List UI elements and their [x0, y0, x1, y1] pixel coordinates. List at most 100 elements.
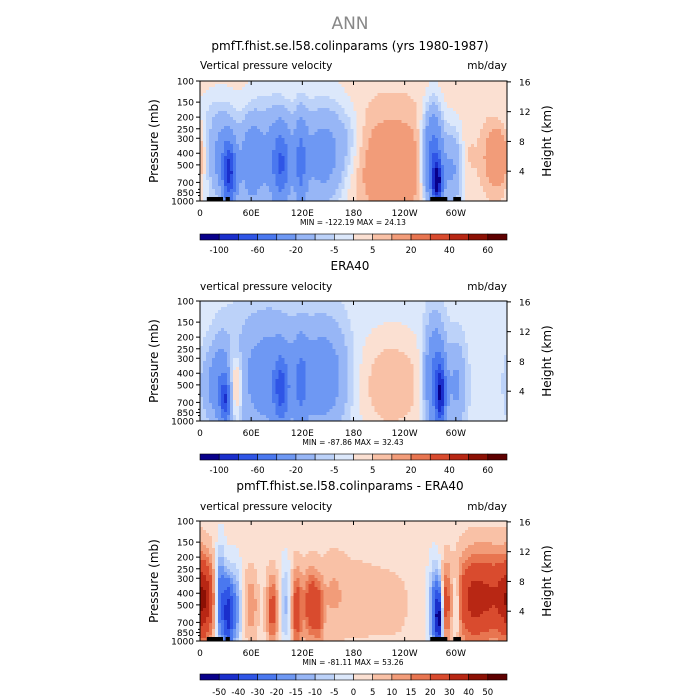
- contour-cell: [233, 108, 237, 112]
- contour-cell: [257, 135, 261, 139]
- contour-cell: [290, 189, 294, 193]
- contour-cell: [203, 174, 207, 178]
- contour-cell: [476, 138, 481, 142]
- contour-cell: [206, 313, 210, 317]
- contour-cell: [224, 126, 228, 130]
- contour-cell: [449, 129, 454, 133]
- contour-cell: [203, 111, 207, 115]
- contour-cell: [203, 153, 207, 157]
- contour-cell: [302, 141, 306, 145]
- contour-cell: [452, 165, 457, 169]
- contour-cell: [395, 192, 400, 196]
- contour-cell: [227, 114, 231, 118]
- contour-cell: [236, 174, 240, 178]
- contour-cell: [215, 171, 219, 175]
- contour-cell: [497, 307, 502, 311]
- contour-cell: [290, 141, 294, 145]
- contour-cell: [359, 180, 363, 184]
- contour-cell: [401, 90, 406, 94]
- contour-cell: [350, 174, 354, 178]
- contour-cell: [425, 87, 430, 91]
- contour-cell: [440, 105, 445, 109]
- contour-cell: [308, 114, 312, 118]
- contour-cell: [404, 313, 409, 317]
- contour-cell: [473, 135, 478, 139]
- contour-cell: [332, 319, 336, 323]
- contour-cell: [356, 138, 360, 142]
- contour-cell: [323, 138, 327, 142]
- contour-cell: [416, 147, 421, 151]
- contour-cell: [428, 81, 433, 85]
- contour-cell: [452, 168, 457, 172]
- contour-cell: [485, 198, 490, 202]
- contour-cell: [356, 322, 360, 326]
- contour-cell: [227, 90, 231, 94]
- contour-cell: [209, 183, 213, 187]
- contour-cell: [299, 180, 303, 184]
- contour-cell: [221, 168, 225, 172]
- contour-cell: [245, 150, 249, 154]
- contour-cell: [410, 195, 415, 199]
- contour-cell: [404, 144, 409, 148]
- contour-cell: [311, 198, 315, 202]
- contour-cell: [395, 307, 400, 311]
- contour-cell: [317, 111, 321, 115]
- contour-cell: [245, 102, 249, 106]
- contour-cell: [425, 304, 430, 308]
- contour-cell: [245, 304, 249, 308]
- contour-cell: [413, 186, 418, 190]
- contour-cell: [380, 319, 384, 323]
- contour-cell: [467, 165, 472, 169]
- contour-cell: [311, 108, 315, 112]
- contour-cell: [398, 108, 403, 112]
- contour-cell: [224, 120, 228, 124]
- contour-cell: [470, 135, 475, 139]
- contour-cell: [290, 81, 294, 85]
- contour-cell: [272, 183, 276, 187]
- contour-cell: [488, 138, 493, 142]
- contour-cell: [323, 123, 327, 127]
- contour-cell: [242, 99, 246, 103]
- contour-cell: [236, 84, 240, 88]
- contour-cell: [476, 322, 481, 326]
- contour-cell: [440, 183, 445, 187]
- contour-cell: [365, 304, 369, 308]
- contour-cell: [461, 322, 466, 326]
- contour-cell: [395, 132, 400, 136]
- contour-cell: [344, 192, 348, 196]
- contour-cell: [320, 135, 324, 139]
- contour-cell: [449, 198, 454, 202]
- contour-cell: [341, 135, 345, 139]
- contour-cell: [422, 165, 427, 169]
- contour-cell: [323, 93, 327, 97]
- contour-cell: [416, 180, 421, 184]
- contour-cell: [497, 153, 502, 157]
- contour-cell: [257, 84, 261, 88]
- contour-cell: [317, 108, 321, 112]
- contour-cell: [473, 90, 478, 94]
- contour-cell: [284, 171, 288, 175]
- contour-cell: [464, 171, 469, 175]
- contour-cell: [380, 186, 384, 190]
- contour-cell: [266, 138, 270, 142]
- contour-cell: [254, 90, 258, 94]
- contour-cell: [476, 120, 481, 124]
- contour-cell: [230, 108, 234, 112]
- contour-cell: [389, 120, 394, 124]
- contour-cell: [422, 198, 427, 202]
- contour-cell: [200, 123, 204, 127]
- contour-cell: [434, 174, 439, 178]
- contour-cell: [440, 126, 445, 130]
- panel-subtitle-left: Vertical pressure velocity: [200, 60, 332, 72]
- contour-cell: [239, 132, 243, 136]
- contour-cell: [359, 174, 363, 178]
- contour-cell: [353, 159, 357, 163]
- contour-cell: [347, 310, 351, 314]
- contour-cell: [218, 99, 222, 103]
- contour-cell: [407, 93, 412, 97]
- contour-cell: [434, 180, 439, 184]
- contour-cell: [386, 177, 391, 181]
- contour-cell: [401, 87, 406, 91]
- contour-cell: [365, 192, 369, 196]
- contour-cell: [284, 111, 288, 115]
